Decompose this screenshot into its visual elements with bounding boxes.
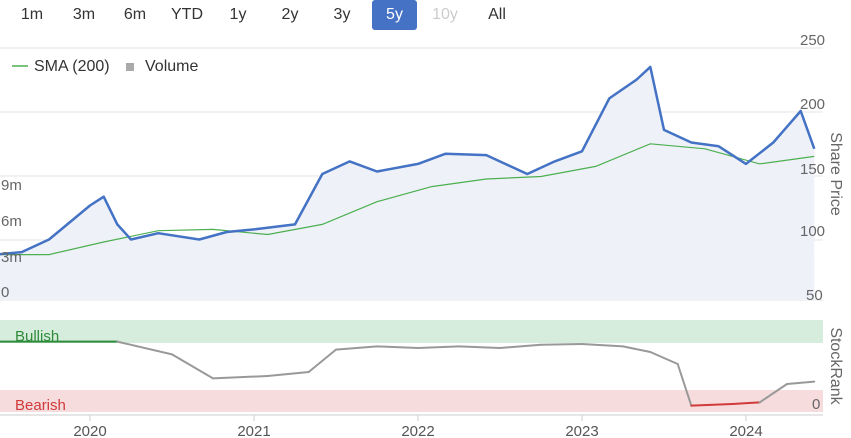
stockrank-line[interactable] <box>0 340 816 407</box>
price-tick: 50 <box>806 287 823 304</box>
stockrank-segment <box>417 345 460 349</box>
x-tick-label: 2024 <box>729 423 762 438</box>
stockrank-segment <box>266 371 310 377</box>
range-selector: 1m 3m 6m YTD 1y 2y 3y 5y 10y All <box>0 0 851 32</box>
volume-axis: 9m 6m 3m 0 <box>1 177 22 301</box>
price-tick: 200 <box>800 96 825 113</box>
sma-legend-label[interactable]: SMA (200) <box>34 58 110 75</box>
stockrank-segment <box>649 351 679 365</box>
x-axis: 2020 2021 2022 2023 2024 <box>73 415 763 438</box>
stockrank-segment <box>758 383 788 404</box>
range-all-button[interactable]: All <box>488 6 506 23</box>
stockrank-segment <box>171 353 214 380</box>
volume-tick: 6m <box>1 213 22 230</box>
stockrank-segment <box>335 345 378 351</box>
x-tick-label: 2021 <box>237 423 270 438</box>
stockrank-segment <box>116 340 173 356</box>
price-axis-label: Share Price <box>827 132 844 216</box>
share-price-line[interactable] <box>0 65 816 256</box>
stockrank-segment <box>307 348 337 373</box>
range-5y-button[interactable]: 5y <box>372 0 417 30</box>
range-3m-button[interactable]: 3m <box>72 6 96 23</box>
stockrank-segment <box>212 375 269 380</box>
stockrank-axis-label: StockRank <box>827 327 844 405</box>
range-2y-button[interactable]: 2y <box>281 6 299 23</box>
stockrank-segment <box>540 343 583 346</box>
price-tick: 250 <box>800 32 825 49</box>
stockrank-segment <box>499 343 542 349</box>
sma-200-line <box>0 143 815 256</box>
stockrank-segment <box>676 363 693 407</box>
stockrank-segment <box>376 345 419 349</box>
stockrank-segment <box>581 343 624 348</box>
range-1m-button[interactable]: 1m <box>20 6 44 23</box>
stockrank-segment <box>731 401 761 405</box>
chart-legend: SMA (200) Volume <box>12 58 198 75</box>
stockrank-tick: 0 <box>812 396 820 413</box>
volume-legend-label[interactable]: Volume <box>145 58 198 75</box>
volume-legend-swatch <box>126 63 134 71</box>
bullish-band <box>0 320 823 343</box>
price-tick: 100 <box>800 223 825 240</box>
x-tick-label: 2023 <box>565 423 598 438</box>
price-tick: 150 <box>800 161 825 178</box>
range-10y-button: 10y <box>432 6 458 23</box>
bearish-label: Bearish <box>15 397 66 414</box>
stockrank-segment <box>622 345 652 353</box>
x-tick-label: 2020 <box>73 423 106 438</box>
volume-tick: 3m <box>1 249 22 266</box>
stockrank-segment <box>690 403 734 407</box>
stockrank-segment <box>458 345 501 349</box>
range-1y-button[interactable]: 1y <box>229 6 247 23</box>
volume-tick: 9m <box>1 177 22 194</box>
stockrank-segment <box>786 380 816 385</box>
price-axis: 250 200 150 100 50 <box>800 32 825 304</box>
range-6m-button[interactable]: 6m <box>123 6 147 23</box>
volume-tick: 0 <box>1 284 9 301</box>
range-3y-button[interactable]: 3y <box>333 6 351 23</box>
range-ytd-button[interactable]: YTD <box>171 6 203 23</box>
bearish-band <box>0 390 823 412</box>
share-price-area <box>0 66 815 300</box>
x-tick-label: 2022 <box>401 423 434 438</box>
